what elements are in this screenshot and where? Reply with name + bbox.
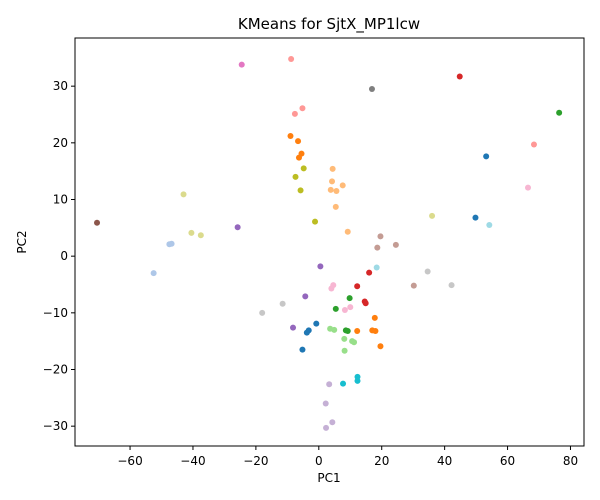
data-point-80 bbox=[530, 141, 537, 148]
data-point-49 bbox=[341, 347, 348, 354]
data-point-72 bbox=[424, 268, 431, 275]
data-point-31 bbox=[290, 324, 297, 331]
data-point-78 bbox=[486, 222, 493, 228]
data-point-5 bbox=[188, 229, 195, 236]
data-point-46 bbox=[341, 335, 348, 342]
x-tick-label: −40 bbox=[180, 454, 205, 468]
data-point-14 bbox=[287, 133, 294, 140]
data-point-54 bbox=[371, 314, 378, 321]
data-point-67 bbox=[368, 86, 375, 92]
data-point-81 bbox=[556, 109, 563, 116]
data-point-27 bbox=[332, 203, 339, 210]
data-point-22 bbox=[329, 165, 336, 172]
data-point-8 bbox=[234, 224, 241, 231]
data-point-1 bbox=[150, 270, 157, 277]
data-point-38 bbox=[341, 307, 348, 313]
x-tick-label: 40 bbox=[437, 454, 452, 468]
plot-frame bbox=[74, 37, 585, 447]
y-tick-label: 20 bbox=[53, 136, 68, 150]
data-point-6 bbox=[197, 232, 204, 239]
data-point-79 bbox=[525, 184, 531, 191]
data-point-17 bbox=[295, 154, 302, 161]
data-point-26 bbox=[333, 188, 340, 194]
data-point-37 bbox=[328, 285, 335, 292]
data-point-52 bbox=[362, 300, 369, 307]
y-tick-label: −20 bbox=[43, 363, 68, 377]
data-point-12 bbox=[291, 110, 298, 117]
data-point-34 bbox=[303, 329, 310, 336]
data-point-74 bbox=[429, 212, 436, 219]
y-tick-label: −30 bbox=[43, 419, 68, 433]
data-point-28 bbox=[344, 228, 351, 235]
data-point-50 bbox=[354, 283, 361, 290]
data-point-30 bbox=[302, 293, 309, 300]
x-tick-label: 60 bbox=[500, 454, 515, 468]
data-point-68 bbox=[377, 233, 384, 240]
data-point-32 bbox=[313, 320, 320, 327]
data-point-4 bbox=[180, 191, 187, 198]
data-point-20 bbox=[297, 187, 304, 194]
data-point-58 bbox=[377, 343, 384, 350]
data-point-59 bbox=[373, 264, 380, 271]
data-point-45 bbox=[331, 326, 338, 333]
data-point-76 bbox=[483, 153, 490, 160]
data-point-62 bbox=[354, 377, 361, 384]
x-tick-label: 80 bbox=[563, 454, 578, 468]
data-point-48 bbox=[351, 339, 358, 346]
points-layer bbox=[94, 55, 563, 431]
data-point-41 bbox=[332, 305, 339, 312]
data-point-65 bbox=[329, 419, 336, 426]
data-point-19 bbox=[292, 173, 299, 180]
data-point-66 bbox=[323, 424, 330, 431]
data-point-15 bbox=[295, 138, 302, 145]
data-point-71 bbox=[410, 282, 417, 289]
y-tick-label: 0 bbox=[60, 249, 68, 263]
y-axis-label: PC2 bbox=[15, 230, 29, 253]
x-axis-label: PC1 bbox=[317, 471, 340, 485]
chart-title: KMeans for SjtX_MP1lcw bbox=[238, 15, 420, 34]
data-point-55 bbox=[354, 327, 361, 334]
data-point-13 bbox=[299, 105, 306, 112]
data-point-57 bbox=[372, 327, 379, 334]
data-point-25 bbox=[327, 186, 334, 193]
data-point-0 bbox=[94, 219, 101, 226]
x-tick-label: −60 bbox=[117, 454, 142, 468]
data-point-77 bbox=[472, 214, 479, 221]
data-point-23 bbox=[329, 178, 336, 185]
data-point-3 bbox=[168, 240, 175, 247]
data-point-9 bbox=[259, 309, 266, 316]
data-point-21 bbox=[312, 218, 319, 225]
data-point-7 bbox=[238, 61, 245, 68]
data-point-70 bbox=[392, 241, 399, 248]
data-point-29 bbox=[317, 263, 324, 270]
x-axis: −60 −40 −20 0 20 40 60 80 bbox=[117, 446, 578, 468]
y-tick-label: 10 bbox=[53, 193, 68, 207]
data-point-24 bbox=[339, 182, 346, 189]
data-point-64 bbox=[322, 400, 329, 407]
y-tick-label: 30 bbox=[53, 79, 68, 93]
data-point-39 bbox=[347, 304, 354, 311]
x-tick-label: 20 bbox=[374, 454, 389, 468]
data-point-35 bbox=[299, 346, 306, 353]
data-point-43 bbox=[344, 327, 351, 334]
data-point-60 bbox=[340, 380, 347, 387]
data-point-18 bbox=[300, 165, 307, 172]
y-tick-label: −10 bbox=[43, 306, 68, 320]
x-tick-label: −20 bbox=[243, 454, 268, 468]
data-point-73 bbox=[448, 282, 455, 289]
y-axis: −30 −20 −10 0 10 20 30 bbox=[43, 79, 75, 433]
data-point-63 bbox=[326, 381, 333, 388]
data-point-69 bbox=[374, 244, 381, 251]
data-point-40 bbox=[346, 295, 353, 302]
data-point-53 bbox=[366, 269, 373, 276]
data-point-11 bbox=[288, 55, 295, 62]
x-tick-label: 0 bbox=[315, 454, 323, 468]
data-point-10 bbox=[279, 300, 286, 307]
data-point-75 bbox=[456, 73, 463, 80]
